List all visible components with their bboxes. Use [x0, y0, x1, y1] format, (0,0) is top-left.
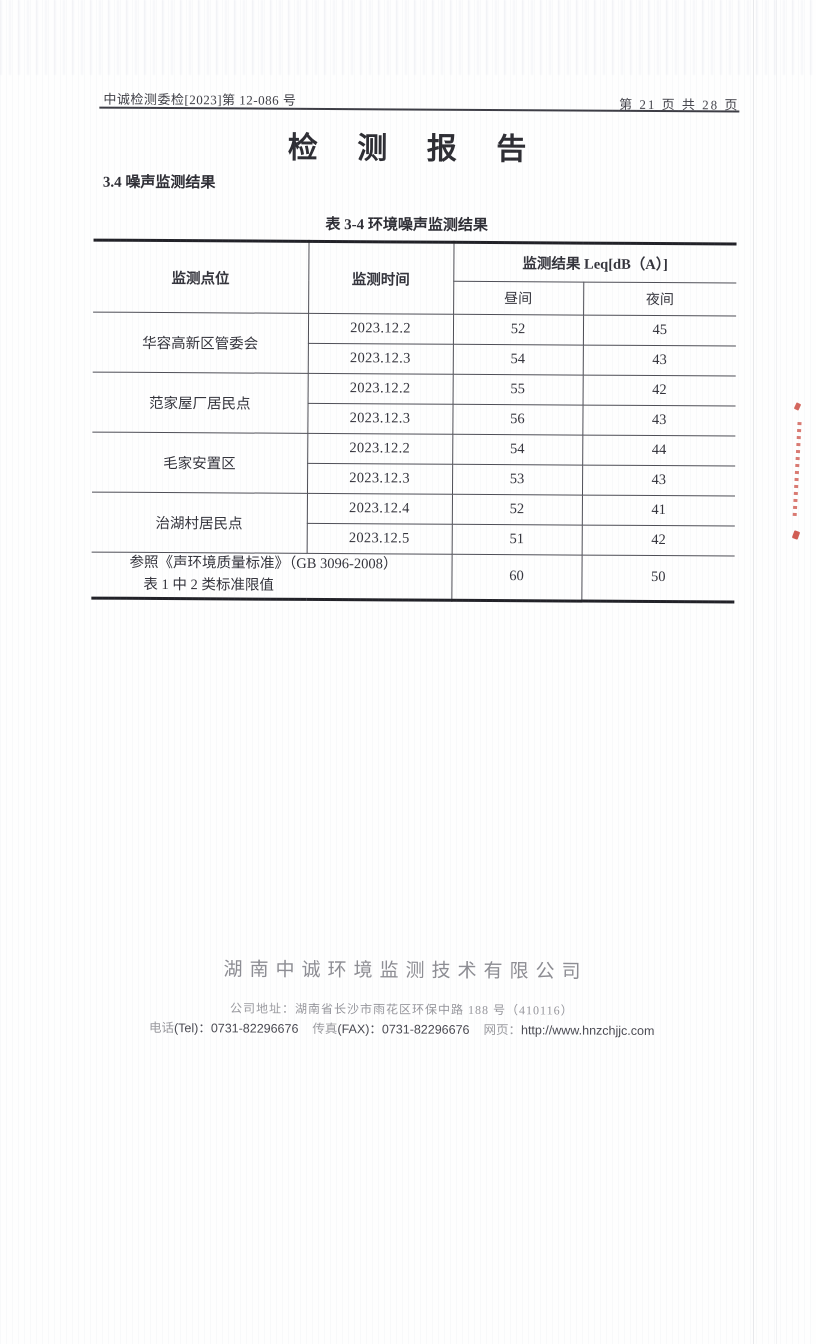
section-heading: 3.4 噪声监测结果	[102, 174, 216, 192]
day-value: 54	[452, 344, 583, 376]
report-title: 检 测 报 告	[287, 131, 543, 167]
company-contact-line: 电话(Tel)：0731-82296676 传真(FAX)：0731-822966…	[0, 1016, 810, 1040]
night-value: 45	[582, 315, 737, 347]
standard-label: 参照《声环境质量标准》（GB 3096-2008） 表 1 中 2 类标准限值	[91, 552, 452, 600]
date-cell: 2023.12.3	[307, 343, 453, 375]
day-value: 56	[452, 404, 583, 436]
day-value: 53	[451, 464, 583, 496]
day-value: 52	[452, 314, 584, 346]
red-edge-stamp	[789, 400, 805, 550]
standard-day-value: 60	[451, 554, 582, 601]
web-url: http://www.hnzchjjc.com	[520, 1023, 655, 1039]
document-number: 中诚检测委检[2023]第 12-086 号	[103, 91, 297, 108]
day-value: 52	[451, 494, 582, 526]
red-stamp-mark	[791, 530, 801, 540]
header-site: 监测点位	[93, 240, 309, 314]
header-time: 监测时间	[308, 241, 454, 315]
site-cell: 毛家安置区	[91, 432, 308, 494]
tel-label-cn: 电话	[148, 1020, 175, 1036]
header-result: 监测结果 Leq[dB（A）]	[453, 242, 737, 284]
date-cell: 2023.12.2	[307, 313, 454, 345]
table-row: 治湖村居民点 2023.12.4 52 41	[91, 492, 735, 554]
site-cell: 华容高新区管委会	[92, 312, 309, 374]
table-row: 华容高新区管委会 2023.12.2 52 45	[92, 312, 737, 374]
red-stamp-mark	[793, 402, 802, 411]
date-cell: 2023.12.4	[306, 493, 452, 525]
night-value: 43	[581, 465, 736, 496]
table-row: 范家屋厂居民点 2023.12.2 55 42	[92, 372, 736, 434]
day-value: 55	[452, 374, 583, 406]
night-value: 43	[582, 345, 736, 377]
noise-results-table: 监测点位 监测时间 监测结果 Leq[dB（A）] 昼间 夜间 华容高新区管委会…	[91, 238, 737, 603]
table-row: 毛家安置区 2023.12.2 54 44	[91, 432, 736, 494]
date-cell: 2023.12.2	[307, 373, 453, 405]
date-cell: 2023.12.5	[306, 523, 452, 555]
page-indicator: 第 21 页 共 28 页	[619, 96, 740, 113]
night-value: 44	[582, 435, 736, 466]
standard-limit-row: 参照《声环境质量标准》（GB 3096-2008） 表 1 中 2 类标准限值 …	[91, 552, 735, 602]
tel-value: 0731-82296676	[210, 1021, 299, 1036]
night-value: 42	[581, 525, 735, 556]
night-value: 41	[581, 495, 735, 526]
address-value: 湖南省长沙市雨花区环保中路 188 号（410116）	[295, 1001, 574, 1018]
date-cell: 2023.12.3	[307, 403, 453, 435]
fax-label-en: (FAX)：	[337, 1022, 382, 1037]
web-label: 网页：	[483, 1022, 522, 1038]
day-value: 54	[452, 434, 583, 466]
table-title: 表 3-4 环境噪声监测结果	[325, 216, 488, 234]
standard-label-line2: 表 1 中 2 类标准限值	[143, 576, 274, 594]
header-night: 夜间	[583, 282, 737, 317]
standard-night-value: 50	[581, 555, 735, 602]
night-value: 42	[582, 375, 736, 407]
night-value: 43	[582, 405, 736, 437]
tel-label-en: (Tel)：	[173, 1021, 211, 1036]
date-cell: 2023.12.3	[306, 463, 453, 495]
day-value: 51	[451, 524, 582, 556]
fax-value: 0731-82296676	[381, 1022, 470, 1037]
header-day: 昼间	[453, 281, 584, 316]
site-cell: 治湖村居民点	[91, 492, 307, 554]
standard-label-line1: 参照《声环境质量标准》（GB 3096-2008）	[129, 554, 398, 573]
fax-label-cn: 传真	[312, 1021, 338, 1037]
address-label: 公司地址：	[230, 1001, 296, 1016]
site-cell: 范家屋厂居民点	[92, 372, 308, 434]
red-stamp-text-marks	[792, 421, 802, 521]
date-cell: 2023.12.2	[307, 433, 453, 465]
company-name: 湖南中诚环境监测技术有限公司	[223, 959, 588, 983]
